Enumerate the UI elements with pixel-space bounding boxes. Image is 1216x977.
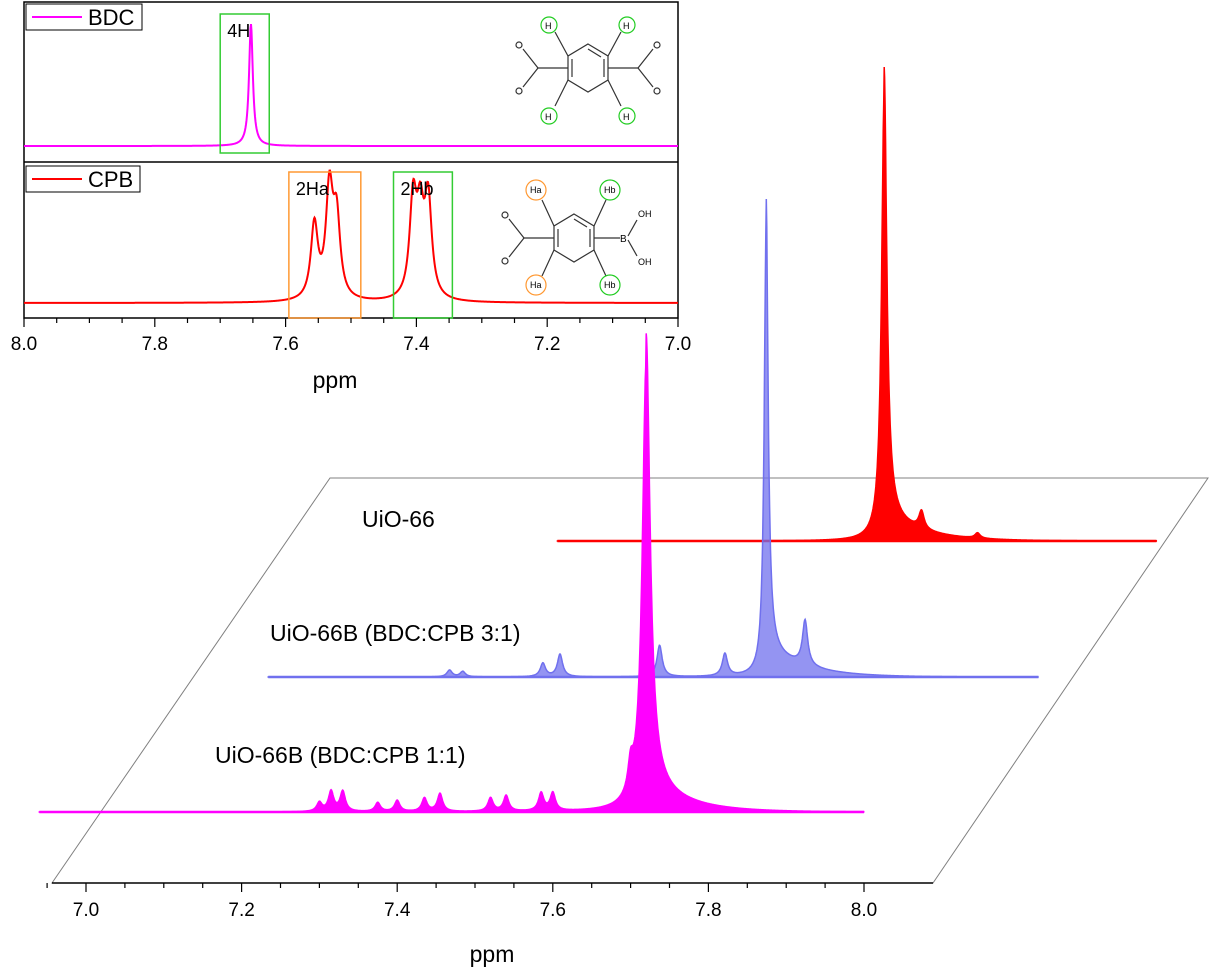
inset-tick-label: 7.0: [665, 334, 691, 355]
waterfall-trace-series-2: [38, 333, 865, 813]
waterfall-tick-label: 7.2: [228, 900, 254, 921]
annotation-label-1-0: 2Ha: [296, 179, 330, 199]
waterfall-tick-label: 7.0: [73, 900, 99, 921]
inset-tick-label: 7.6: [272, 334, 298, 355]
bdc-structure: [515, 16, 661, 125]
waterfall-tick-label: 7.6: [540, 900, 566, 921]
bdc-structure-labels: H H H H: [545, 21, 630, 122]
svg-text:H: H: [623, 21, 630, 31]
legend-bdc: BDC: [25, 3, 143, 31]
inset-tick-label: 7.2: [534, 334, 560, 355]
svg-text:Hb: Hb: [604, 280, 616, 290]
annotation-box-0-0: [219, 13, 270, 154]
inset-x-ticks: 8.0 7.8 7.6 7.4 7.2 7.0: [11, 318, 691, 355]
inset-trace-bdc: [24, 23, 678, 147]
inset-tick-label: 7.4: [403, 334, 430, 355]
waterfall-x-ticks: 7.0 7.2 7.4 7.6 7.8 8.0: [46, 883, 877, 921]
legend-cpb-label: CPB: [88, 167, 133, 192]
waterfall-series-label-series-0: UiO-66: [362, 506, 435, 532]
svg-text:Ha: Ha: [530, 185, 542, 195]
waterfall-tick-label: 7.4: [384, 900, 411, 921]
svg-text:B: B: [620, 234, 627, 245]
cpb-structure-labels: Ha Hb Ha Hb B OH OH: [530, 185, 652, 290]
inset-trace-cpb: [24, 169, 678, 304]
annotation-box-1-0: [288, 171, 362, 319]
annotation-label-0-0: 4H: [227, 21, 250, 41]
waterfall-panel: 7.0 7.2 7.4 7.6 7.8 8.0 ppm UiO-66 UiO-66B (BD…: [38, 67, 1209, 967]
svg-text:H: H: [545, 112, 552, 122]
inset-annotations: 4H 2Ha 2Hb: [219, 13, 454, 319]
inset-x-axis-label: ppm: [313, 367, 358, 393]
waterfall-series-label-series-2: UiO-66B (BDC:CPB 1:1): [215, 742, 466, 768]
inset-panel: BDC CPB 4H 2Ha 2Hb: [0, 0, 691, 393]
inset-tick-label: 8.0: [11, 334, 37, 355]
waterfall-series: UiO-66 UiO-66B (BDC:CPB 3:1) UiO-66B (BDC:…: [38, 67, 1158, 814]
svg-text:Hb: Hb: [604, 185, 616, 195]
waterfall-series-label-series-1: UiO-66B (BDC:CPB 3:1): [270, 620, 521, 646]
waterfall-plane: [51, 477, 1209, 884]
waterfall-x-axis-label: ppm: [470, 941, 515, 967]
annotation-label-1-1: 2Hb: [401, 179, 434, 199]
svg-text:Ha: Ha: [530, 280, 542, 290]
waterfall-tick-label: 8.0: [851, 900, 877, 921]
svg-text:OH: OH: [638, 209, 652, 219]
svg-text:H: H: [623, 112, 630, 122]
waterfall-tick-label: 7.8: [695, 900, 721, 921]
legend-bdc-label: BDC: [88, 5, 135, 30]
inset-traces: [24, 23, 678, 304]
svg-text:H: H: [545, 21, 552, 31]
inset-tick-label: 7.8: [142, 334, 168, 355]
legend-cpb: CPB: [25, 165, 141, 193]
cpb-structure: [501, 179, 638, 296]
svg-text:OH: OH: [638, 257, 652, 267]
annotation-box-1-1: [392, 171, 454, 319]
